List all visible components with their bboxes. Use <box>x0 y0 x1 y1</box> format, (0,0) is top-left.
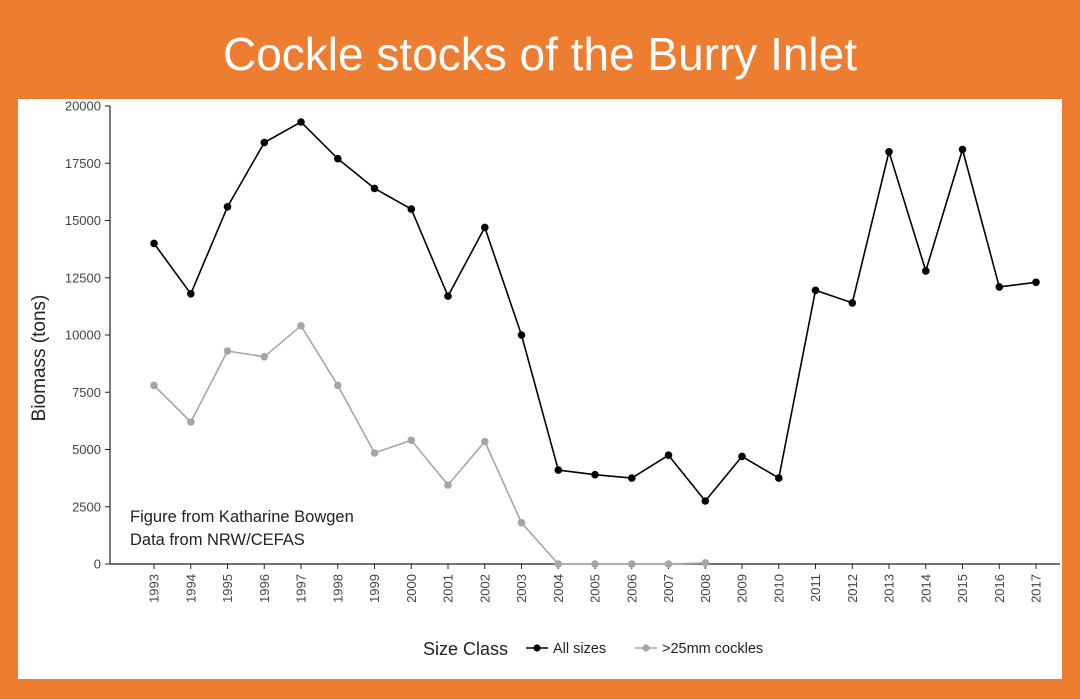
y-tick-label: 7500 <box>72 385 101 400</box>
x-tick-label: 2012 <box>845 574 860 603</box>
x-tick-label: 1998 <box>330 574 345 603</box>
legend-key-marker-25mm-cockles <box>642 644 650 652</box>
data-point-all-sizes <box>775 474 783 482</box>
x-tick-label: 2005 <box>588 574 603 603</box>
data-point-25mm-cockles <box>260 353 269 361</box>
legend-items: All sizes >25mm cockles <box>526 641 763 657</box>
legend-label-25mm-cockles: >25mm cockles <box>662 641 763 657</box>
data-point-all-sizes <box>444 292 452 300</box>
data-point-all-sizes <box>591 470 599 479</box>
chart-panel: 0 2500 5000 7500 10000 12500 15000 17500 20000 1… <box>18 99 1062 679</box>
x-tick-label: 1996 <box>257 574 272 603</box>
data-point-25mm-cockles <box>334 381 342 390</box>
data-point-all-sizes <box>922 267 930 275</box>
x-tick-label: 1999 <box>367 574 382 603</box>
data-point-all-sizes <box>150 239 158 248</box>
x-tick-label: 2002 <box>477 574 492 603</box>
data-point-all-sizes <box>260 138 269 147</box>
legend-title: Size Class <box>423 639 508 659</box>
data-point-all-sizes <box>811 286 820 295</box>
data-point-all-sizes <box>1032 278 1040 287</box>
data-point-25mm-cockles <box>297 322 305 330</box>
x-tick-label: 2004 <box>551 574 566 603</box>
data-point-25mm-cockles <box>444 481 452 489</box>
data-point-25mm-cockles <box>554 560 563 568</box>
data-point-all-sizes <box>701 497 710 505</box>
data-point-all-sizes <box>407 205 416 213</box>
x-tick-label: 2003 <box>514 574 529 603</box>
x-tick-label: 1993 <box>147 574 162 603</box>
data-point-all-sizes <box>334 154 342 163</box>
legend-key-marker-all-sizes <box>533 644 541 652</box>
data-point-all-sizes <box>628 474 636 482</box>
y-tick-labels: 0 2500 5000 7500 10000 12500 15000 17500 20000 <box>65 99 101 572</box>
page-title: Cockle stocks of the Burry Inlet <box>222 28 858 80</box>
series-line-25mm-cockles <box>153 325 706 565</box>
data-point-25mm-cockles <box>701 559 710 567</box>
data-point-25mm-cockles <box>591 560 599 568</box>
x-tick-label: 2017 <box>1029 574 1044 603</box>
data-point-25mm-cockles <box>187 418 195 426</box>
data-point-all-sizes <box>885 148 893 156</box>
data-point-all-sizes <box>481 223 489 232</box>
data-point-all-sizes <box>187 290 195 298</box>
data-point-25mm-cockles <box>223 347 232 355</box>
y-axis-title: Biomass (tons) <box>29 295 50 422</box>
x-tick-label: 2001 <box>441 574 456 603</box>
x-tick-label: 1994 <box>183 574 198 603</box>
data-point-25mm-cockles <box>664 560 673 568</box>
data-point-25mm-cockles <box>370 449 379 457</box>
data-point-all-sizes <box>554 466 563 474</box>
line-chart: 0 2500 5000 7500 10000 12500 15000 17500 20000 1… <box>29 99 1060 659</box>
y-tick-label: 17500 <box>65 156 101 171</box>
y-tick-label: 2500 <box>72 499 101 514</box>
data-point-25mm-cockles <box>481 437 489 446</box>
data-point-25mm-cockles <box>407 436 416 445</box>
series-line-all-sizes <box>153 121 1037 502</box>
data-point-25mm-cockles <box>517 519 526 527</box>
legend-label-all-sizes: All sizes <box>553 641 606 657</box>
data-point-all-sizes <box>370 184 379 193</box>
data-point-25mm-cockles <box>628 560 636 568</box>
source-note-data: Data from NRW/CEFAS <box>130 531 305 549</box>
data-point-all-sizes <box>848 299 857 307</box>
data-point-all-sizes <box>223 203 232 211</box>
y-tick-label: 5000 <box>72 442 101 457</box>
data-point-all-sizes <box>995 283 1004 291</box>
axes <box>105 105 1060 569</box>
x-tick-label: 2000 <box>404 574 419 603</box>
x-tick-label: 2014 <box>918 574 933 603</box>
y-tick-label: 10000 <box>65 328 101 343</box>
x-tick-label: 2007 <box>661 574 676 603</box>
data-point-all-sizes <box>958 145 967 154</box>
series-group <box>150 118 1040 568</box>
x-tick-labels: 1993 1994 1995 1996 1997 1998 1999 2000 2001 2002… <box>147 574 1044 603</box>
data-point-all-sizes <box>738 452 746 461</box>
data-point-all-sizes <box>297 118 305 126</box>
y-tick-label: 15000 <box>65 213 101 228</box>
x-tick-label: 2006 <box>624 574 639 603</box>
data-point-all-sizes <box>664 451 673 460</box>
x-tick-label: 2013 <box>882 574 897 603</box>
legend: Size Class All sizes >25mm cockles <box>423 639 763 659</box>
x-tick-label: 1997 <box>294 574 309 603</box>
x-tick-label: 2010 <box>771 574 786 603</box>
x-tick-label: 2011 <box>808 574 823 602</box>
y-tick-label: 20000 <box>65 99 101 114</box>
y-tick-label: 0 <box>94 557 101 572</box>
source-note-figure: Figure from Katharine Bowgen <box>130 508 354 526</box>
y-tick-label: 12500 <box>65 270 101 285</box>
data-point-all-sizes <box>517 331 526 339</box>
x-tick-label: 2015 <box>955 574 970 603</box>
x-tick-label: 1995 <box>220 574 235 603</box>
x-tick-label: 2016 <box>992 574 1007 603</box>
data-point-25mm-cockles <box>150 381 158 390</box>
x-tick-label: 2009 <box>735 574 750 603</box>
x-tick-label: 2008 <box>698 574 713 603</box>
